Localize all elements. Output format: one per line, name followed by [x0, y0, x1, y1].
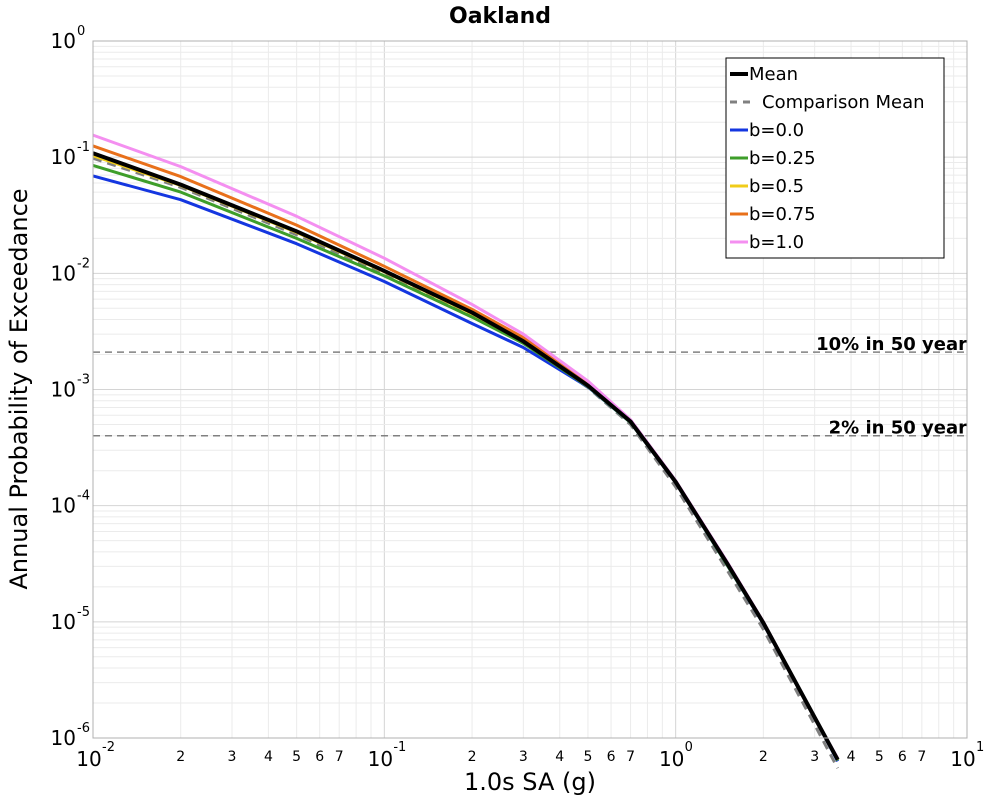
legend-label: b=0.75 — [749, 204, 816, 225]
legend-label: b=1.0 — [749, 232, 804, 253]
x-tick-label: 10 — [659, 747, 684, 771]
x-axis-ticks: 10 -2 10 -1 10 0 10 12 3 4 5 6 7 2 3 4 5 6 7 2 3 4 5 6 7 — [76, 740, 984, 771]
y-tick-label: 10 — [51, 494, 76, 518]
x-minor-tick-label: 3 — [228, 749, 237, 765]
x-minor-tick-label: 3 — [810, 749, 819, 765]
legend: Mean Comparison Mean b=0.0 b=0.25 b=0.5 b=0.7… — [725, 57, 945, 259]
x-minor-tick-label: 4 — [555, 749, 564, 765]
x-axis-label: 1.0s SA (g) — [464, 768, 596, 796]
y-tick-exponent: -3 — [77, 373, 90, 388]
x-tick-label: 10 — [76, 747, 101, 771]
legend-label: b=0.0 — [749, 120, 804, 141]
x-minor-tick-label: 6 — [607, 749, 616, 765]
legend-label: Mean — [749, 64, 798, 85]
legend-label: b=0.25 — [749, 148, 816, 169]
x-tick-label: 10 — [368, 747, 393, 771]
series-line-b-0-0 — [92, 174, 840, 762]
y-tick-label: 10 — [51, 610, 76, 634]
x-minor-tick-label: 6 — [315, 749, 324, 765]
y-tick-label: 10 — [51, 378, 76, 402]
legend-box — [725, 57, 945, 259]
legend-label: b=0.5 — [749, 176, 804, 197]
y-tick-exponent: -6 — [77, 721, 90, 736]
x-tick-exponent: -1 — [393, 740, 406, 755]
plot-area — [92, 40, 968, 739]
legend-label: Comparison Mean — [762, 92, 925, 113]
x-minor-tick-label: 4 — [264, 749, 273, 765]
y-tick-exponent: -2 — [77, 256, 90, 271]
x-minor-tick-label: 4 — [847, 749, 856, 765]
y-tick-exponent: -1 — [77, 140, 90, 155]
x-minor-tick-label: 2 — [759, 749, 768, 765]
y-tick-exponent: 0 — [77, 24, 85, 39]
chart-title: Oakland — [449, 4, 551, 29]
y-axis-label: Annual Probability of Exceedance — [5, 188, 33, 589]
y-tick-exponent: -4 — [77, 489, 90, 504]
series-lines — [92, 133, 840, 769]
y-tick-label: 10 — [51, 145, 76, 169]
series-line-mean — [92, 151, 840, 761]
y-tick-label: 10 — [51, 261, 76, 285]
reference-lines: 10% in 50 year 2% in 50 year — [93, 334, 967, 439]
reference-line-label: 10% in 50 year — [816, 334, 967, 355]
reference-line-label: 2% in 50 year — [829, 418, 967, 439]
x-tick-label: 10 — [950, 747, 975, 771]
x-minor-tick-label: 6 — [898, 749, 907, 765]
x-minor-tick-label: 7 — [626, 749, 635, 765]
y-tick-label: 10 — [51, 726, 76, 750]
x-minor-tick-label: 5 — [292, 749, 301, 765]
x-minor-tick-label: 7 — [917, 749, 926, 765]
x-tick-exponent: 0 — [685, 740, 693, 755]
x-minor-tick-label: 3 — [519, 749, 528, 765]
x-tick-exponent: -2 — [102, 740, 115, 755]
x-minor-tick-label: 7 — [335, 749, 344, 765]
x-minor-tick-label: 5 — [875, 749, 884, 765]
y-tick-label: 10 — [51, 29, 76, 53]
x-minor-tick-label: 2 — [176, 749, 185, 765]
grid-lines — [92, 41, 967, 739]
y-tick-exponent: -5 — [77, 605, 90, 620]
x-minor-tick-label: 2 — [468, 749, 477, 765]
x-minor-tick-label: 5 — [584, 749, 593, 765]
x-tick-exponent: 1 — [976, 740, 984, 755]
